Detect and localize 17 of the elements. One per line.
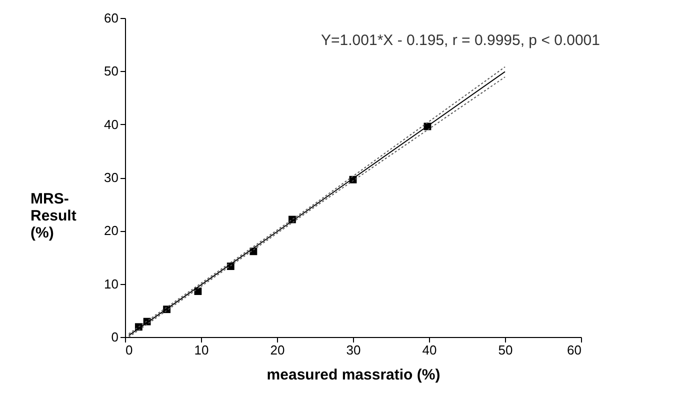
y-tick-label: 30 [104,170,118,185]
x-tick-label: 20 [270,342,285,358]
x-axis-title: measured massratio (%) [266,366,440,384]
x-tick-label: 30 [346,342,361,358]
y-tick-label: 60 [104,10,118,26]
y-tick-label: 10 [104,276,118,292]
x-tick-label: 0 [126,342,133,358]
x-tick-label: 10 [194,342,209,358]
y-axis-title: MRS-Result (%) [30,190,76,242]
y-tick-label: 40 [104,116,118,132]
y-tick-label: 20 [104,223,118,238]
x-tick-label: 50 [498,342,513,358]
y-tick-label: 50 [104,64,118,79]
x-tick-label: 40 [422,342,437,358]
x-tick-label: 60 [567,342,582,358]
y-tick-label: 0 [111,330,118,344]
annotation: Y=1.001*X - 0.195, r = 0.9995, p < 0.0001 [321,32,600,49]
